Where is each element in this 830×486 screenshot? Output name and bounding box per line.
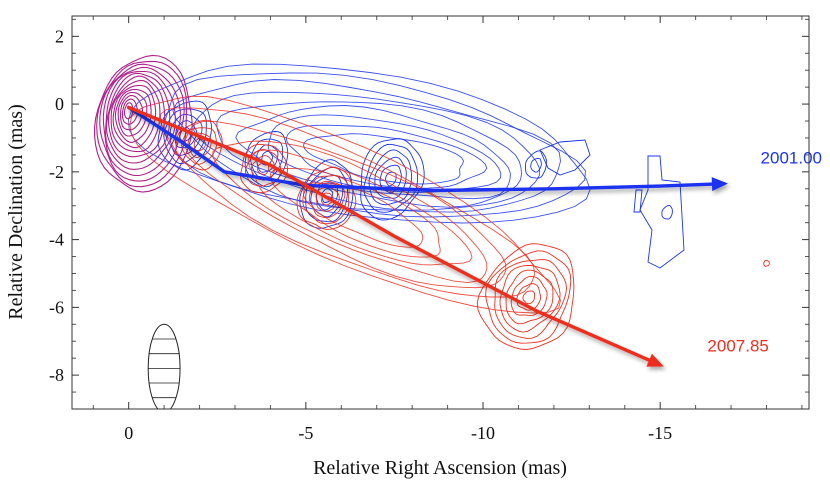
contour-map (94, 54, 770, 409)
contour-core (105, 72, 171, 164)
contour-2007-knot (187, 132, 212, 158)
contour-core (121, 98, 139, 125)
contour-2001-knot (305, 166, 349, 223)
contour-2001-envelope (285, 124, 488, 189)
contour-2007-knot (485, 250, 572, 344)
contour-2001-knot (169, 114, 203, 156)
contour-2001-tail (539, 139, 591, 176)
contour-core (112, 84, 157, 149)
y-tick-label: -4 (49, 230, 64, 250)
jet-paths: 2001.00 2007.85 (126, 105, 822, 367)
contour-2007-knot (175, 119, 223, 171)
contour-2007-knot (522, 290, 536, 305)
contour-core (110, 79, 161, 153)
jet-path-2001 (126, 105, 726, 193)
contour-2001-tail (639, 155, 685, 269)
contour-2001-tail (633, 189, 643, 213)
contour-core (117, 91, 148, 137)
contour-2001-envelope (163, 72, 586, 218)
contour-2007-envelope (212, 140, 488, 284)
contour-2007-knot (181, 127, 218, 165)
contour-core (99, 63, 185, 182)
contour-core (114, 88, 152, 143)
contour-2007-knot (510, 275, 548, 317)
contour-2007-knot (499, 264, 561, 333)
contour-core (94, 54, 193, 193)
y-tick-label: -8 (49, 365, 64, 385)
epoch-label-2007-85: 2007.85 (707, 336, 768, 355)
contour-core (96, 60, 188, 188)
jet-arrowhead-2007 (646, 353, 664, 367)
contour-2001-knot (374, 156, 407, 199)
x-tick-label: 0 (124, 423, 133, 443)
plot-frame (71, 15, 810, 410)
contour-2001-envelope (303, 133, 464, 185)
x-tick-label: -15 (648, 423, 672, 443)
contour-core (119, 94, 144, 131)
contour-2001-knot (525, 150, 547, 179)
y-tick-label: -6 (49, 297, 64, 317)
contour-2007-envelope (269, 168, 441, 258)
jet-path-2007 (126, 105, 662, 367)
contour-2007-envelope (160, 107, 536, 298)
contour-2001-knot (368, 149, 413, 206)
contour-2007-envelope (247, 149, 473, 266)
contour-2001-knot (530, 157, 542, 173)
contour-2001-knot (661, 204, 673, 220)
y-axis-title: Relative Declination (mas) (5, 104, 27, 319)
contour-2007-knot (763, 259, 770, 267)
x-axis-title: Relative Right Ascension (mas) (313, 457, 567, 479)
contour-2007-knot (245, 148, 282, 187)
contour-2001-knot (360, 138, 425, 221)
contour-2007-knot (505, 269, 554, 325)
contour-2007-knot (240, 143, 288, 194)
y-tick-label: 2 (55, 26, 64, 46)
contour-core (107, 75, 166, 158)
contour-core (123, 102, 134, 120)
axes: 0 -5 -10 -15 2 0 -2 -4 -6 -8 (49, 16, 809, 443)
y-tick-label: 0 (55, 94, 64, 114)
x-tick-label: -10 (471, 423, 495, 443)
contour-2007-envelope (184, 121, 507, 289)
jet-arrow-2007 (126, 105, 664, 367)
contour-2007-knot (476, 243, 575, 350)
contour-2007-knot (193, 138, 207, 151)
jet-arrowhead-2001 (711, 177, 728, 192)
contour-2001-knot (299, 159, 354, 229)
contour-2007-envelope (303, 182, 424, 248)
contour-core (105, 70, 176, 170)
jet-arrow-2001 (126, 105, 728, 193)
epoch-label-2001-00: 2001.00 (761, 148, 822, 167)
y-tick-label: -2 (49, 162, 64, 182)
contour-2007-knot (516, 283, 542, 311)
contour-2001-knot (163, 108, 207, 164)
contour-2007-knot (494, 259, 567, 339)
contour-core (102, 66, 181, 177)
x-tick-label: -5 (298, 423, 313, 443)
